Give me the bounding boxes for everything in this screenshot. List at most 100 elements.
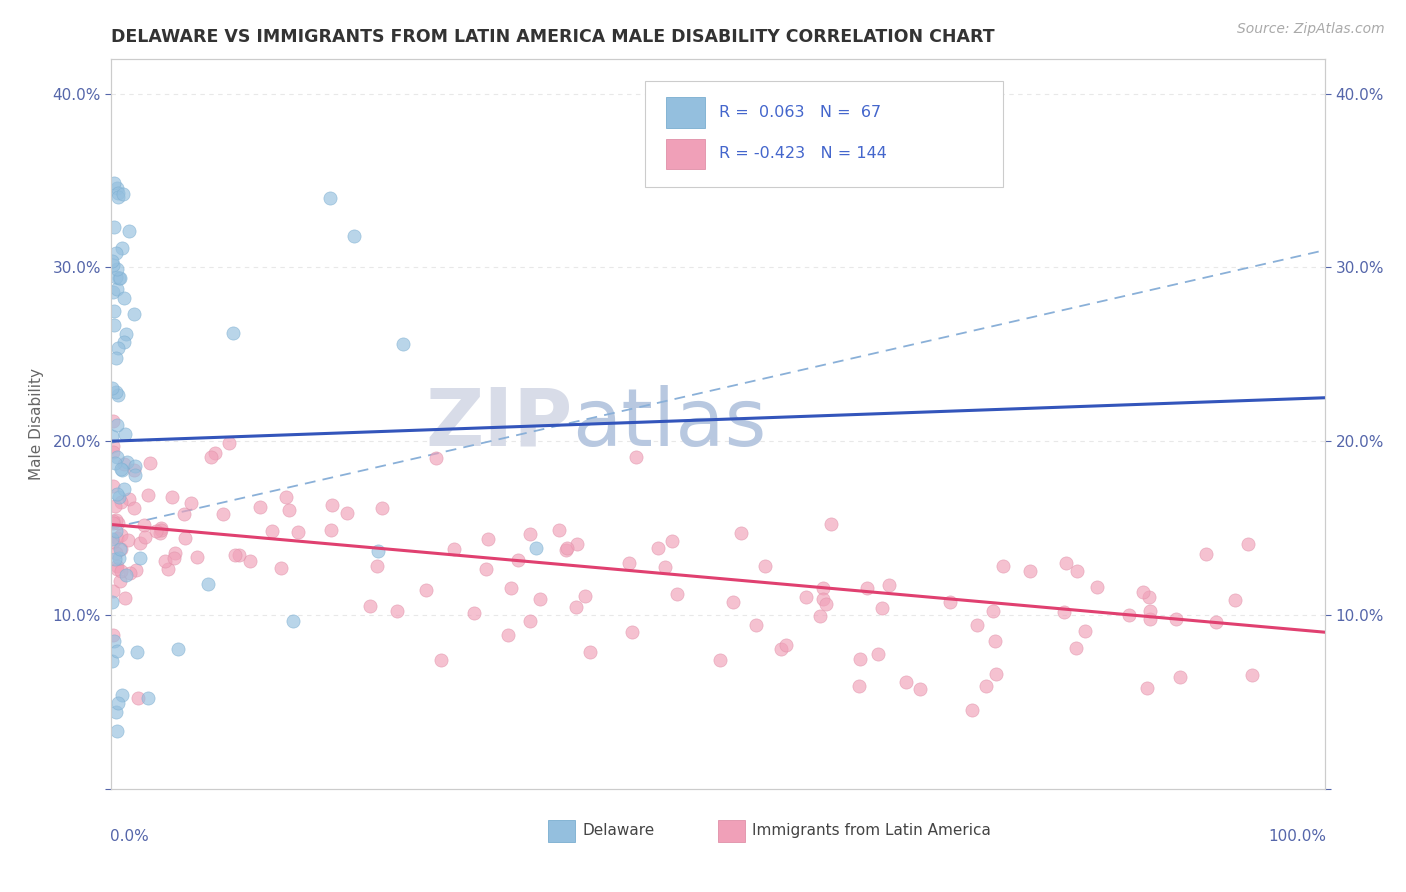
Point [107,190,129,204]
Point [984,667,1007,681]
Point [262,524,284,539]
Point [811,581,834,595]
Point [105,180,128,194]
Point [107,282,129,296]
Point [108,271,131,285]
Point [548,523,571,537]
Point [730,525,752,540]
FancyBboxPatch shape [718,820,745,842]
Point [150,521,173,535]
Point [110,494,132,508]
Point [156,562,179,576]
Point [896,675,918,690]
Point [112,457,135,471]
Point [110,542,132,557]
Point [283,615,305,629]
Point [1164,612,1187,626]
Point [124,467,146,482]
Point [321,523,343,537]
Point [108,550,131,565]
Point [110,541,132,556]
Point [105,644,128,658]
Point [1168,669,1191,683]
Text: 100.0%: 100.0% [1268,829,1326,844]
Point [101,628,124,642]
Point [105,531,128,545]
Point [224,548,246,562]
Point [366,559,388,574]
Point [118,491,141,506]
Point [110,462,132,476]
Point [321,499,343,513]
Point [134,530,156,544]
Point [993,558,1015,573]
Point [167,641,190,656]
Text: 0.0%: 0.0% [110,829,149,844]
Point [647,541,669,556]
Point [127,691,149,706]
Point [105,262,128,277]
Point [1136,681,1159,696]
Point [114,427,136,442]
Point [463,607,485,621]
Point [138,691,160,706]
Point [118,566,141,580]
Point [101,381,124,395]
Point [555,542,578,557]
Point [974,679,997,693]
Point [107,696,129,710]
Point [105,514,128,528]
FancyBboxPatch shape [666,138,704,169]
Point [962,703,984,717]
Point [114,567,136,582]
Point [150,523,173,537]
Point [101,584,124,599]
Point [153,554,176,568]
Point [104,269,127,284]
Text: ZIP: ZIP [425,384,572,463]
Point [1019,564,1042,578]
Point [163,550,186,565]
Point [112,482,135,496]
Point [101,514,124,528]
Point [754,559,776,574]
Point [104,351,127,365]
Point [112,335,135,350]
Point [1139,604,1161,618]
Point [212,507,235,521]
Point [105,384,128,399]
Point [108,490,131,504]
Point [107,186,129,201]
Point [110,528,132,542]
Text: Immigrants from Latin America: Immigrants from Latin America [752,823,991,838]
Point [163,546,186,560]
Point [105,450,128,464]
Text: R =  0.063   N =  67: R = 0.063 N = 67 [720,104,882,120]
Point [1132,585,1154,599]
Point [105,487,128,501]
Point [115,455,138,469]
Point [524,541,547,555]
Point [200,450,222,464]
Point [519,614,541,628]
Point [665,587,688,601]
Point [866,647,889,661]
Point [107,388,129,402]
Y-axis label: Male Disability: Male Disability [30,368,44,480]
Point [134,517,156,532]
Text: DELAWARE VS IMMIGRANTS FROM LATIN AMERICA MALE DISABILITY CORRELATION CHART: DELAWARE VS IMMIGRANTS FROM LATIN AMERIC… [111,29,995,46]
Text: Source: ZipAtlas.com: Source: ZipAtlas.com [1237,22,1385,37]
Point [287,524,309,539]
Point [145,524,167,539]
Point [270,561,292,575]
Point [104,456,127,470]
Point [1073,624,1095,638]
Point [1137,590,1160,604]
Point [387,603,409,617]
Point [204,445,226,459]
Point [501,581,523,595]
Point [721,594,744,608]
Point [276,490,298,504]
Point [564,599,586,614]
Point [101,534,124,549]
